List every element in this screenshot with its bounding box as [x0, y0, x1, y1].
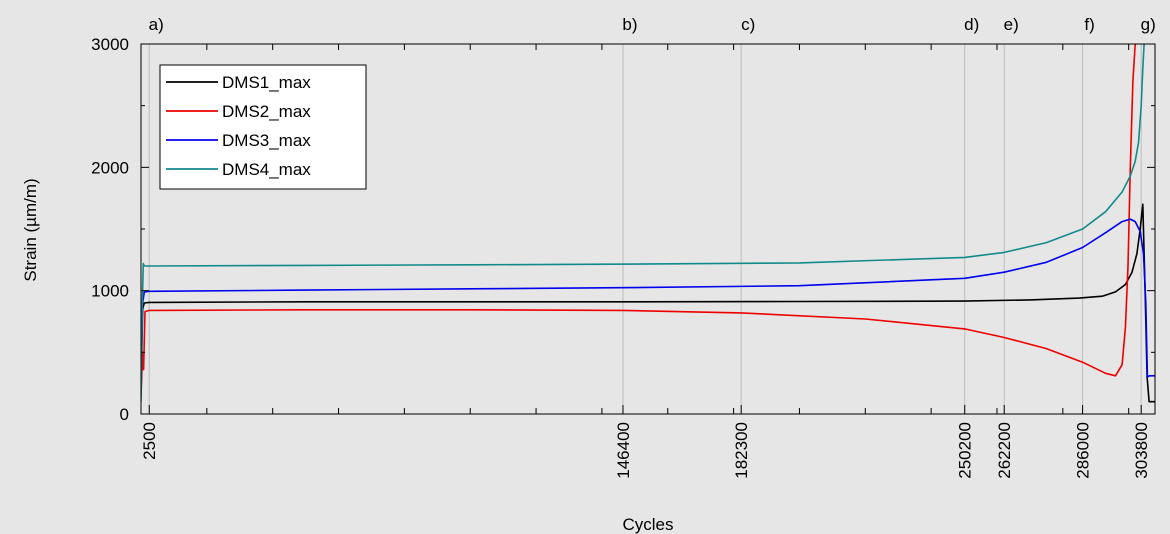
- legend-label: DMS4_max: [222, 160, 311, 179]
- y-axis: 0 1000 2000 3000: [91, 35, 1155, 424]
- marker-label: d): [964, 15, 979, 34]
- x-axis-title: Cycles: [622, 515, 673, 534]
- marker-label: b): [622, 15, 637, 34]
- series-line-dms3-max: [141, 218, 1155, 384]
- phase-markers: a) b) c) d) e) f) g): [149, 15, 1156, 34]
- legend: DMS1_max DMS2_max DMS3_max DMS4_max: [159, 64, 367, 190]
- series-line-dms4-max: [141, 44, 1146, 402]
- marker-label: g): [1141, 15, 1156, 34]
- y-tick-label: 2000: [91, 158, 129, 177]
- series-lines: [141, 44, 1155, 403]
- x-tick-label: 182300: [732, 422, 751, 479]
- marker-label: f): [1084, 15, 1094, 34]
- series-line-dms2-max: [141, 44, 1136, 396]
- x-tick-label: 303800: [1132, 422, 1151, 479]
- legend-label: DMS2_max: [222, 102, 311, 121]
- x-tick-label: 146400: [614, 422, 633, 479]
- x-tick-label: 286000: [1074, 422, 1093, 479]
- x-tick-label: 2500: [140, 422, 159, 460]
- legend-label: DMS1_max: [222, 73, 311, 92]
- marker-label: c): [741, 15, 755, 34]
- series-line-dms1-max: [141, 203, 1155, 403]
- y-tick-label: 1000: [91, 282, 129, 301]
- y-axis-title: Strain (µm/m): [21, 178, 40, 281]
- y-tick-label: 0: [120, 405, 129, 424]
- x-tick-label: 262200: [995, 422, 1014, 479]
- x-tick-label: 250200: [956, 422, 975, 479]
- x-axis: 2500 146400 182300 250200 262200 286000 303800: [140, 44, 1151, 479]
- legend-label: DMS3_max: [222, 131, 311, 150]
- marker-label: e): [1004, 15, 1019, 34]
- y-tick-label: 3000: [91, 35, 129, 54]
- marker-label: a): [149, 15, 164, 34]
